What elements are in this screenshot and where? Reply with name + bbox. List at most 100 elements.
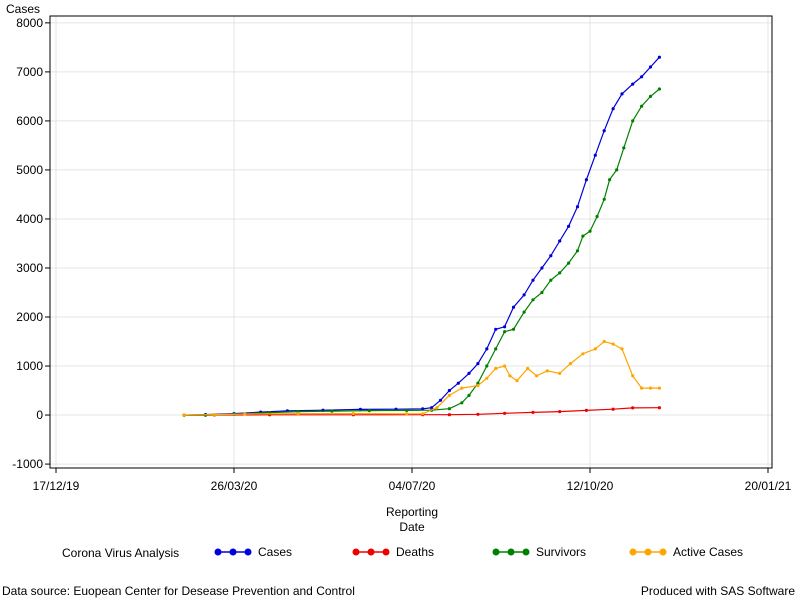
y-tick-label: 1000 xyxy=(16,359,43,373)
data-point xyxy=(467,393,471,397)
data-point xyxy=(540,266,544,270)
data-point xyxy=(584,408,589,412)
data-point xyxy=(476,381,480,385)
data-point xyxy=(631,374,635,378)
x-tick-label: 04/07/20 xyxy=(389,479,436,493)
data-point xyxy=(430,406,434,410)
data-point xyxy=(485,347,489,351)
legend-marker xyxy=(659,548,667,556)
data-point xyxy=(657,55,662,59)
data-point xyxy=(558,271,562,275)
data-point xyxy=(588,229,592,233)
data-point xyxy=(447,413,451,417)
data-point xyxy=(494,347,498,351)
series-cases xyxy=(182,55,662,417)
series-line-cases xyxy=(184,56,660,416)
data-point xyxy=(447,393,451,397)
y-axis: -1000 0 1000 2000 3000 4000 5000 6000 7000 8000 xyxy=(12,16,50,471)
data-point xyxy=(421,412,425,416)
data-point xyxy=(494,327,498,331)
data-point xyxy=(631,119,635,123)
legend-marker xyxy=(522,548,530,556)
data-point xyxy=(631,406,635,410)
legend-marker xyxy=(352,548,360,556)
data-point xyxy=(581,352,585,356)
data-point xyxy=(367,409,371,413)
data-point xyxy=(620,347,624,351)
data-point xyxy=(602,197,606,201)
data-point xyxy=(602,129,606,133)
data-point xyxy=(640,75,644,79)
data-point xyxy=(549,254,553,258)
data-point xyxy=(296,412,300,416)
data-point xyxy=(622,146,626,150)
legend-label: Cases xyxy=(258,545,292,559)
data-point xyxy=(511,305,516,309)
legend-title: Corona Virus Analysis xyxy=(62,546,179,560)
data-point xyxy=(438,398,443,402)
x-tick-label: 12/10/20 xyxy=(567,479,614,493)
data-point xyxy=(526,366,530,371)
data-point xyxy=(593,347,597,351)
data-point xyxy=(503,330,507,334)
y-tick-label: 6000 xyxy=(16,114,43,128)
data-point xyxy=(522,310,526,314)
legend-marker xyxy=(367,548,375,556)
data-point xyxy=(447,388,451,393)
data-point xyxy=(648,65,653,69)
data-point xyxy=(648,94,653,98)
data-point xyxy=(584,178,589,182)
data-point xyxy=(485,364,489,368)
data-point xyxy=(545,369,549,373)
y-tick-label: 4000 xyxy=(16,212,43,226)
y-tick-label: 2000 xyxy=(16,310,43,324)
y-tick-label: 0 xyxy=(36,408,43,422)
legend-marker xyxy=(629,548,637,556)
data-point xyxy=(511,327,516,331)
plot-area-frame xyxy=(49,15,773,469)
data-point xyxy=(435,406,439,410)
data-point xyxy=(611,407,615,411)
data-point xyxy=(476,412,480,416)
data-point xyxy=(567,261,571,265)
software-credit: Produced with SAS Software xyxy=(640,584,795,598)
grid-lines xyxy=(50,16,772,468)
data-point xyxy=(243,412,247,416)
legend-marker xyxy=(507,548,515,556)
data-point xyxy=(631,82,635,86)
data-point xyxy=(581,234,585,238)
data-point xyxy=(611,342,615,346)
data-point xyxy=(575,205,580,209)
series-survivors xyxy=(182,87,662,417)
data-point xyxy=(531,410,535,414)
data-point xyxy=(595,214,599,219)
y-tick-label: -1000 xyxy=(12,457,43,471)
x-tick-label: 20/01/21 xyxy=(745,479,792,493)
data-point xyxy=(611,107,615,111)
data-point xyxy=(503,325,507,329)
data-point xyxy=(640,104,644,108)
series-active-cases xyxy=(182,339,662,417)
y-tick-label: 3000 xyxy=(16,261,43,275)
data-point xyxy=(503,411,507,415)
data-source-note: Data source: Euopean Center for Desease … xyxy=(2,584,355,598)
y-tick-label: 7000 xyxy=(16,65,43,79)
legend-item-deaths: Deaths xyxy=(352,545,434,559)
data-point xyxy=(467,371,471,375)
data-point xyxy=(405,412,409,416)
data-point xyxy=(522,293,526,297)
y-axis-label: Cases xyxy=(6,2,40,16)
legend-marker xyxy=(244,548,252,556)
legend-marker xyxy=(214,548,222,556)
data-point xyxy=(558,410,562,414)
x-tick-label: 17/12/19 xyxy=(33,479,80,493)
x-axis-label-line-2: Date xyxy=(399,520,425,534)
legend-label: Active Cases xyxy=(673,545,743,559)
series-line-active-cases xyxy=(184,340,660,416)
data-point xyxy=(657,406,662,410)
data-point xyxy=(330,409,334,413)
data-point xyxy=(447,407,451,411)
data-point xyxy=(549,278,553,282)
legend-label: Survivors xyxy=(536,545,586,559)
